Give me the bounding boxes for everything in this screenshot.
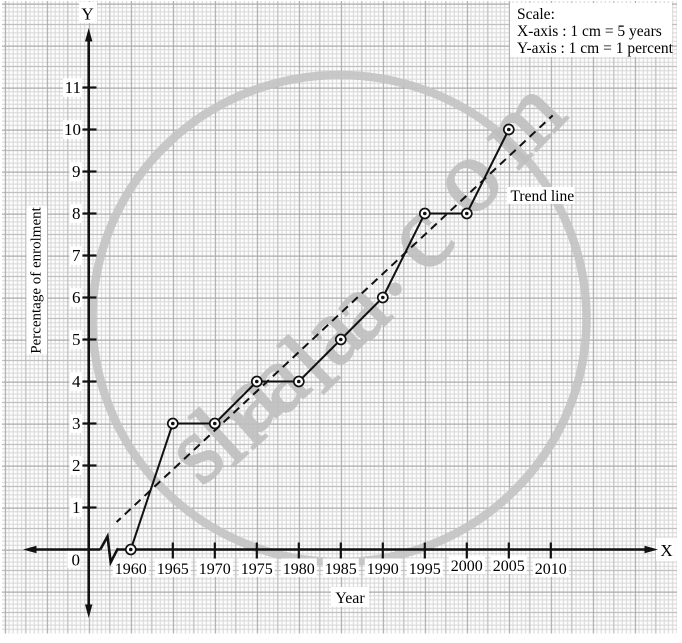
svg-text:2000: 2000 bbox=[451, 558, 483, 575]
svg-text:4: 4 bbox=[72, 372, 81, 391]
svg-text:Percentage of enrolment: Percentage of enrolment bbox=[29, 206, 45, 353]
svg-text:8: 8 bbox=[72, 204, 81, 223]
svg-text:1990: 1990 bbox=[367, 561, 399, 578]
svg-text:10: 10 bbox=[64, 120, 81, 139]
svg-text:6: 6 bbox=[72, 288, 81, 307]
svg-text:Scale:: Scale: bbox=[517, 6, 555, 23]
svg-text:Y-axis : 1 cm = 1 percent: Y-axis : 1 cm = 1 percent bbox=[517, 40, 674, 57]
svg-text:1975: 1975 bbox=[241, 561, 273, 578]
svg-text:2005: 2005 bbox=[493, 558, 525, 575]
svg-text:2010: 2010 bbox=[535, 561, 567, 578]
svg-text:1970: 1970 bbox=[199, 561, 231, 578]
svg-text:11: 11 bbox=[65, 78, 81, 97]
svg-text:5: 5 bbox=[72, 330, 81, 349]
svg-text:Year: Year bbox=[335, 590, 365, 607]
svg-text:X-axis : 1 cm = 5 years: X-axis : 1 cm = 5 years bbox=[517, 23, 662, 40]
svg-text:0: 0 bbox=[72, 551, 81, 570]
svg-text:1960: 1960 bbox=[115, 561, 147, 578]
svg-text:3: 3 bbox=[72, 414, 81, 433]
svg-text:1985: 1985 bbox=[325, 561, 357, 578]
svg-text:Y: Y bbox=[81, 5, 93, 24]
svg-text:Trend line: Trend line bbox=[511, 188, 575, 205]
svg-text:1980: 1980 bbox=[283, 561, 315, 578]
svg-text:7: 7 bbox=[72, 246, 81, 265]
svg-text:1: 1 bbox=[72, 498, 81, 517]
svg-text:X: X bbox=[660, 541, 672, 560]
svg-text:9: 9 bbox=[72, 162, 81, 181]
svg-text:2: 2 bbox=[72, 456, 81, 475]
svg-text:1965: 1965 bbox=[157, 561, 189, 578]
svg-text:1995: 1995 bbox=[409, 561, 441, 578]
